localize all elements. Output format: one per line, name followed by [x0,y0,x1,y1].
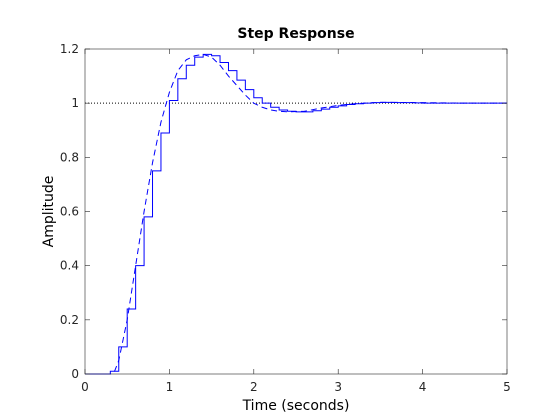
y-tick-label: 0.8 [60,150,79,164]
x-tick-label: 3 [334,380,342,394]
x-tick-label: 2 [250,380,258,394]
y-tick-label: 1 [71,96,79,110]
chart-title: Step Response [237,26,354,42]
x-tick-label: 5 [503,380,511,394]
y-axis-label: Amplitude [41,176,57,248]
continuous-response-series [85,53,507,375]
y-tick-label: 0.6 [60,205,79,219]
x-tick-label: 1 [166,380,174,394]
series-layer [85,53,507,375]
y-tick-label: 0.4 [60,259,79,273]
plot-area [85,49,507,374]
x-tick-label: 4 [419,380,427,394]
tick-layer: 0 1 2 3 4 5 0 0.2 0.4 0.6 0.8 1 1.2 [60,42,511,394]
y-tick-label: 1.2 [60,42,79,56]
y-tick-label: 0 [71,367,79,381]
y-tick-label: 0.2 [60,313,79,327]
discrete-step-series [85,53,507,375]
x-axis-label: Time (seconds) [242,398,350,414]
x-tick-label: 0 [81,380,89,394]
